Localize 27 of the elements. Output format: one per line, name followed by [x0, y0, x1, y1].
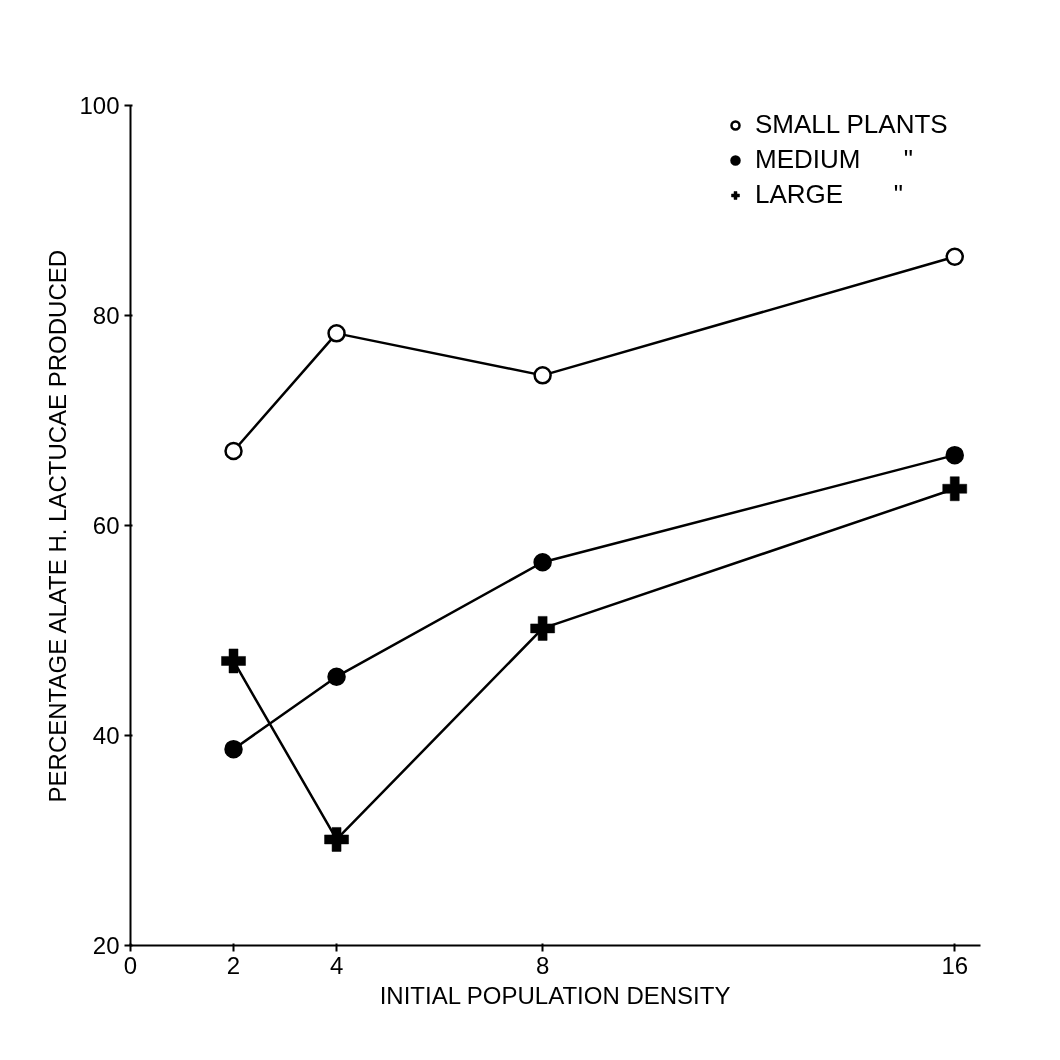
- point: [945, 445, 964, 465]
- x-axis-title: INITIAL POPULATION DENSITY: [379, 981, 731, 1009]
- point: [224, 441, 243, 461]
- point: [533, 366, 552, 385]
- x-tick-label: 4: [329, 951, 344, 979]
- y-tick-label: 20: [92, 932, 120, 959]
- point: [324, 827, 349, 852]
- point: [942, 476, 967, 501]
- point: [221, 648, 246, 674]
- y-tick-label: 100: [79, 92, 120, 119]
- point: [327, 667, 346, 686]
- x-tick-label: 16: [941, 951, 969, 979]
- point: [224, 739, 243, 759]
- y-tick-label: 80: [92, 302, 120, 329]
- x-tick-label: 0: [123, 951, 138, 979]
- x-tick-label: 2: [226, 951, 241, 979]
- point: [533, 553, 552, 572]
- point: [945, 247, 964, 266]
- legend-label: SMALL PLANTS: [755, 109, 948, 140]
- x-tick-label: 8: [535, 951, 550, 979]
- y-tick-label: 40: [92, 722, 120, 749]
- point: [327, 324, 346, 343]
- legend-label: MEDIUM ": [755, 144, 914, 175]
- legend-label: LARGE ": [755, 179, 903, 210]
- y-axis-title: PERCENTAGE ALATE H. LACTUCAE PRODUCED: [44, 249, 72, 803]
- y-tick-label: 60: [92, 512, 120, 539]
- point: [530, 616, 555, 641]
